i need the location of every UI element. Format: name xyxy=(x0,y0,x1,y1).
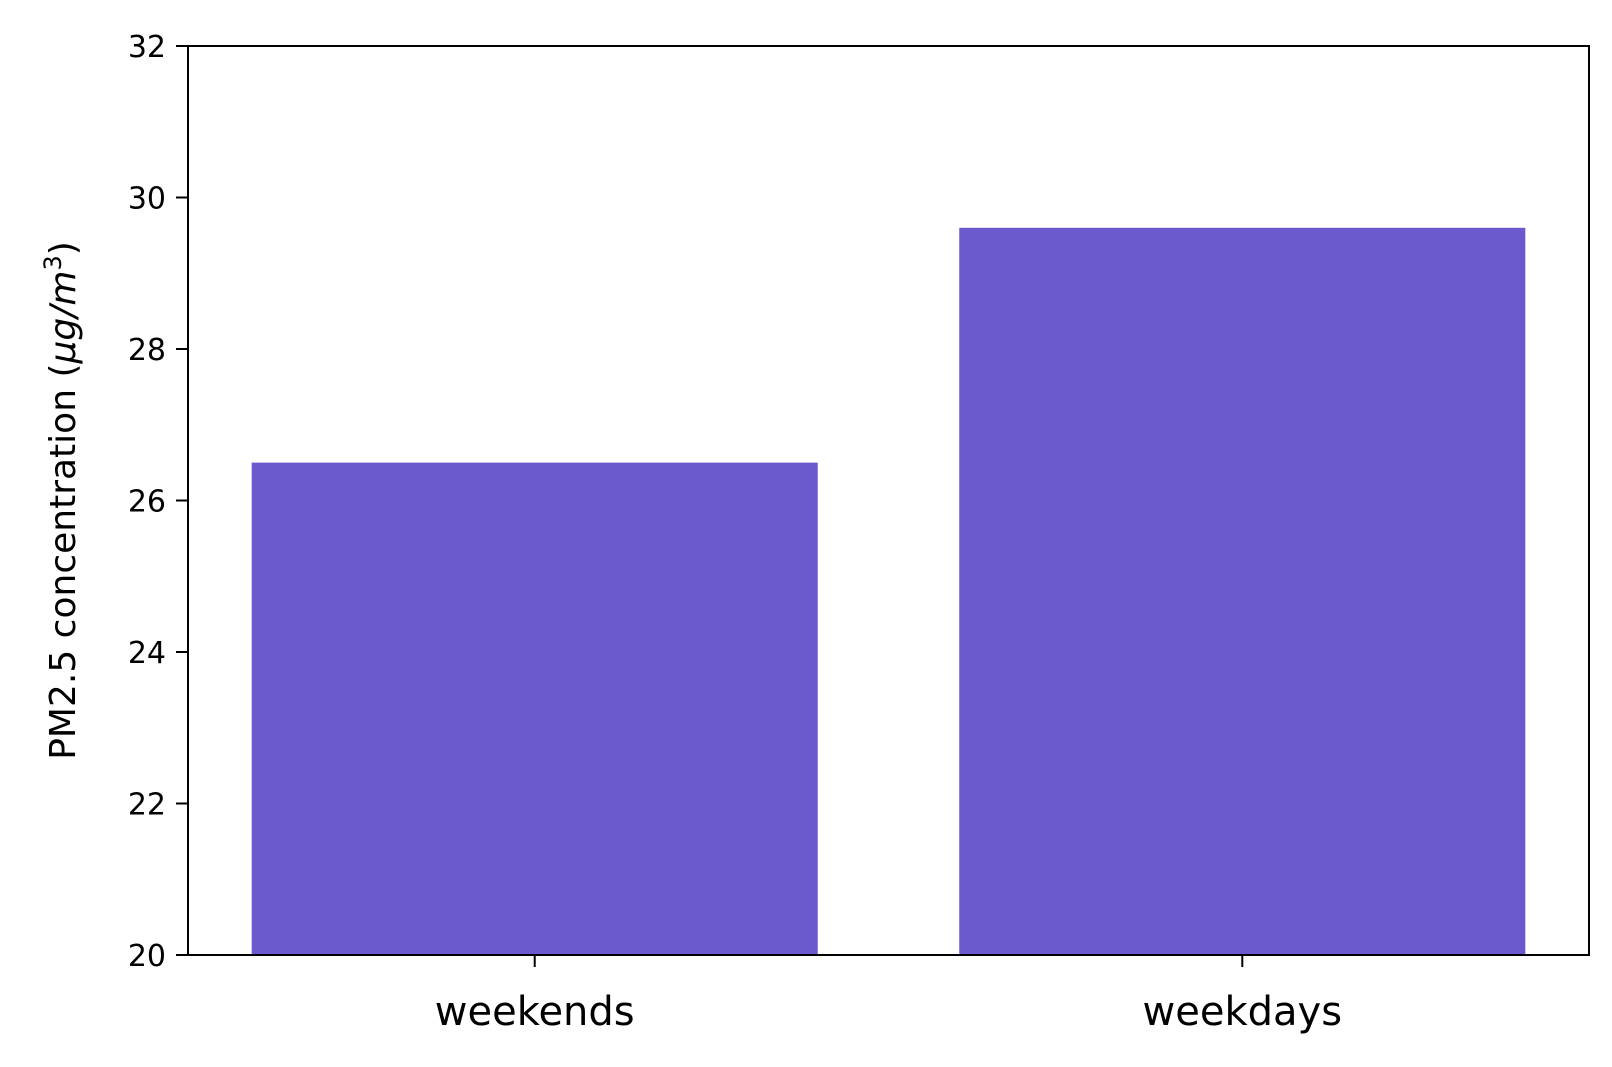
y-axis-label: PM2.5 concentration (μg/m3) xyxy=(39,241,84,760)
y-tick-label: 30 xyxy=(128,182,166,217)
y-tick-label: 28 xyxy=(128,333,166,368)
bar-weekdays xyxy=(959,227,1526,956)
x-axis-ticks: weekends weekdays xyxy=(435,955,1342,1035)
bar-weekends xyxy=(251,462,818,955)
y-axis-label-superscript: 3 xyxy=(39,255,67,270)
y-tick-label: 20 xyxy=(128,939,166,974)
y-axis-ticks: 20 22 24 26 28 30 32 xyxy=(128,30,188,974)
x-tick-label-weekdays: weekdays xyxy=(1143,989,1343,1035)
y-axis-label-unit: μg/m xyxy=(43,271,84,365)
plot-area-frame xyxy=(187,45,1590,956)
y-axis-label-prefix: PM2.5 concentration ( xyxy=(43,364,84,760)
y-tick-label: 26 xyxy=(128,485,166,520)
x-tick-label-weekends: weekends xyxy=(435,989,635,1035)
y-tick-label: 32 xyxy=(128,30,166,65)
y-tick-label: 24 xyxy=(128,636,166,671)
y-tick-label: 22 xyxy=(128,788,166,823)
y-axis-label-suffix: ) xyxy=(43,241,84,255)
bars-layer xyxy=(251,227,1526,956)
